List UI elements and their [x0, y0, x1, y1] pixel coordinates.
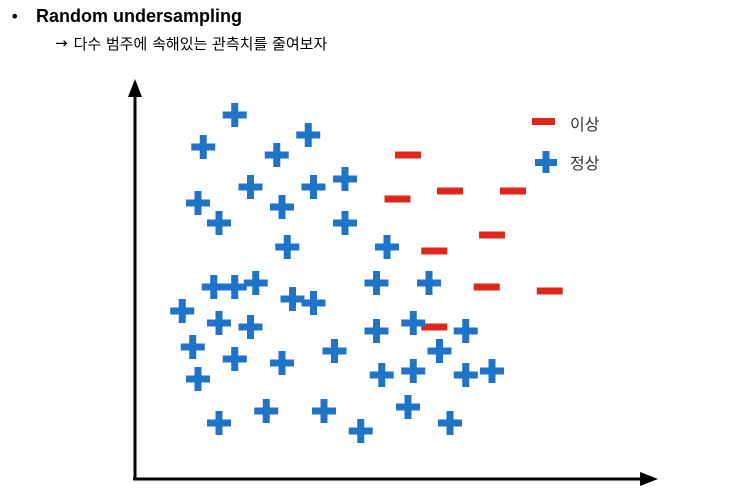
header-subtitle-line: → 다수 범주에 속해있는 관측치를 줄여보자 — [55, 31, 327, 55]
normal-plus-marker — [280, 287, 305, 311]
normal-plus-marker — [170, 299, 195, 323]
anomaly-minus-marker — [437, 187, 463, 195]
anomaly-minus-marker — [421, 323, 448, 331]
axes — [128, 79, 658, 486]
normal-plus-marker — [180, 335, 205, 359]
normal-plus-marker — [453, 319, 478, 343]
legend: 이상 정상 — [532, 115, 600, 173]
normal-plus-marker — [301, 175, 326, 199]
normal-plus-marker — [238, 315, 263, 339]
normal-plus-marker — [333, 211, 357, 235]
anomaly-minus-marker — [500, 187, 526, 195]
legend-plus-icon — [535, 151, 557, 173]
x-axis-arrowhead-icon — [640, 472, 658, 486]
normal-plus-marker — [348, 419, 373, 443]
bullet-icon: • — [10, 6, 20, 26]
normal-plus-marker — [438, 411, 462, 435]
anomaly-minus-marker — [395, 151, 421, 159]
normal-plus-marker — [375, 235, 399, 259]
normal-plus-marker — [243, 271, 268, 295]
normal-plus-marker — [333, 167, 357, 191]
anomaly-minus-marker — [421, 247, 448, 255]
normal-plus-marker — [401, 311, 426, 335]
anomaly-minus-marker — [536, 287, 563, 295]
normal-plus-marker — [275, 235, 300, 259]
normal-plus-marker — [401, 359, 426, 383]
normal-plus-marker — [207, 311, 231, 335]
normal-plus-marker — [369, 363, 394, 387]
legend-label-anomaly: 이상 — [570, 115, 600, 134]
normal-plus-marker — [322, 339, 347, 363]
anomaly-minus-marker — [473, 283, 500, 291]
legend-label-normal: 정상 — [570, 154, 600, 173]
normal-plus-marker — [191, 135, 216, 159]
normal-plus-marker — [264, 143, 289, 167]
header-title-line: • Random undersampling — [10, 2, 242, 30]
arrow-right-icon: → — [55, 34, 68, 52]
normal-plus-marker — [301, 291, 326, 315]
normal-plus-marker — [254, 399, 279, 423]
normal-plus-marker — [222, 103, 247, 127]
normal-plus-marker — [186, 191, 210, 215]
normal-plus-marker — [312, 399, 336, 423]
slide-title: Random undersampling — [36, 5, 243, 26]
anomaly-minus-marker — [479, 231, 505, 239]
normal-plus-marker — [427, 339, 452, 363]
normal-plus-marker — [364, 319, 389, 343]
normal-plus-marker — [417, 271, 441, 295]
normal-plus-marker — [453, 363, 478, 387]
anomaly-minus-marker — [384, 195, 411, 203]
normal-plus-marker — [270, 351, 294, 375]
normal-plus-marker — [207, 211, 231, 235]
normal-plus-marker — [207, 411, 231, 435]
y-axis-arrowhead-icon — [128, 79, 142, 97]
normal-plus-marker — [480, 359, 504, 383]
legend-minus-icon — [532, 118, 555, 125]
normal-plus-marker — [201, 275, 226, 299]
data-markers — [170, 103, 563, 443]
normal-plus-marker — [270, 195, 294, 219]
normal-plus-marker — [222, 347, 247, 371]
slide-subtitle: 다수 범주에 속해있는 관측치를 줄여보자 — [73, 34, 328, 53]
normal-plus-marker — [186, 367, 210, 391]
normal-plus-marker — [364, 271, 389, 295]
normal-plus-marker — [222, 275, 247, 299]
normal-plus-marker — [238, 175, 263, 199]
normal-plus-marker — [396, 395, 420, 419]
normal-plus-marker — [296, 123, 321, 147]
